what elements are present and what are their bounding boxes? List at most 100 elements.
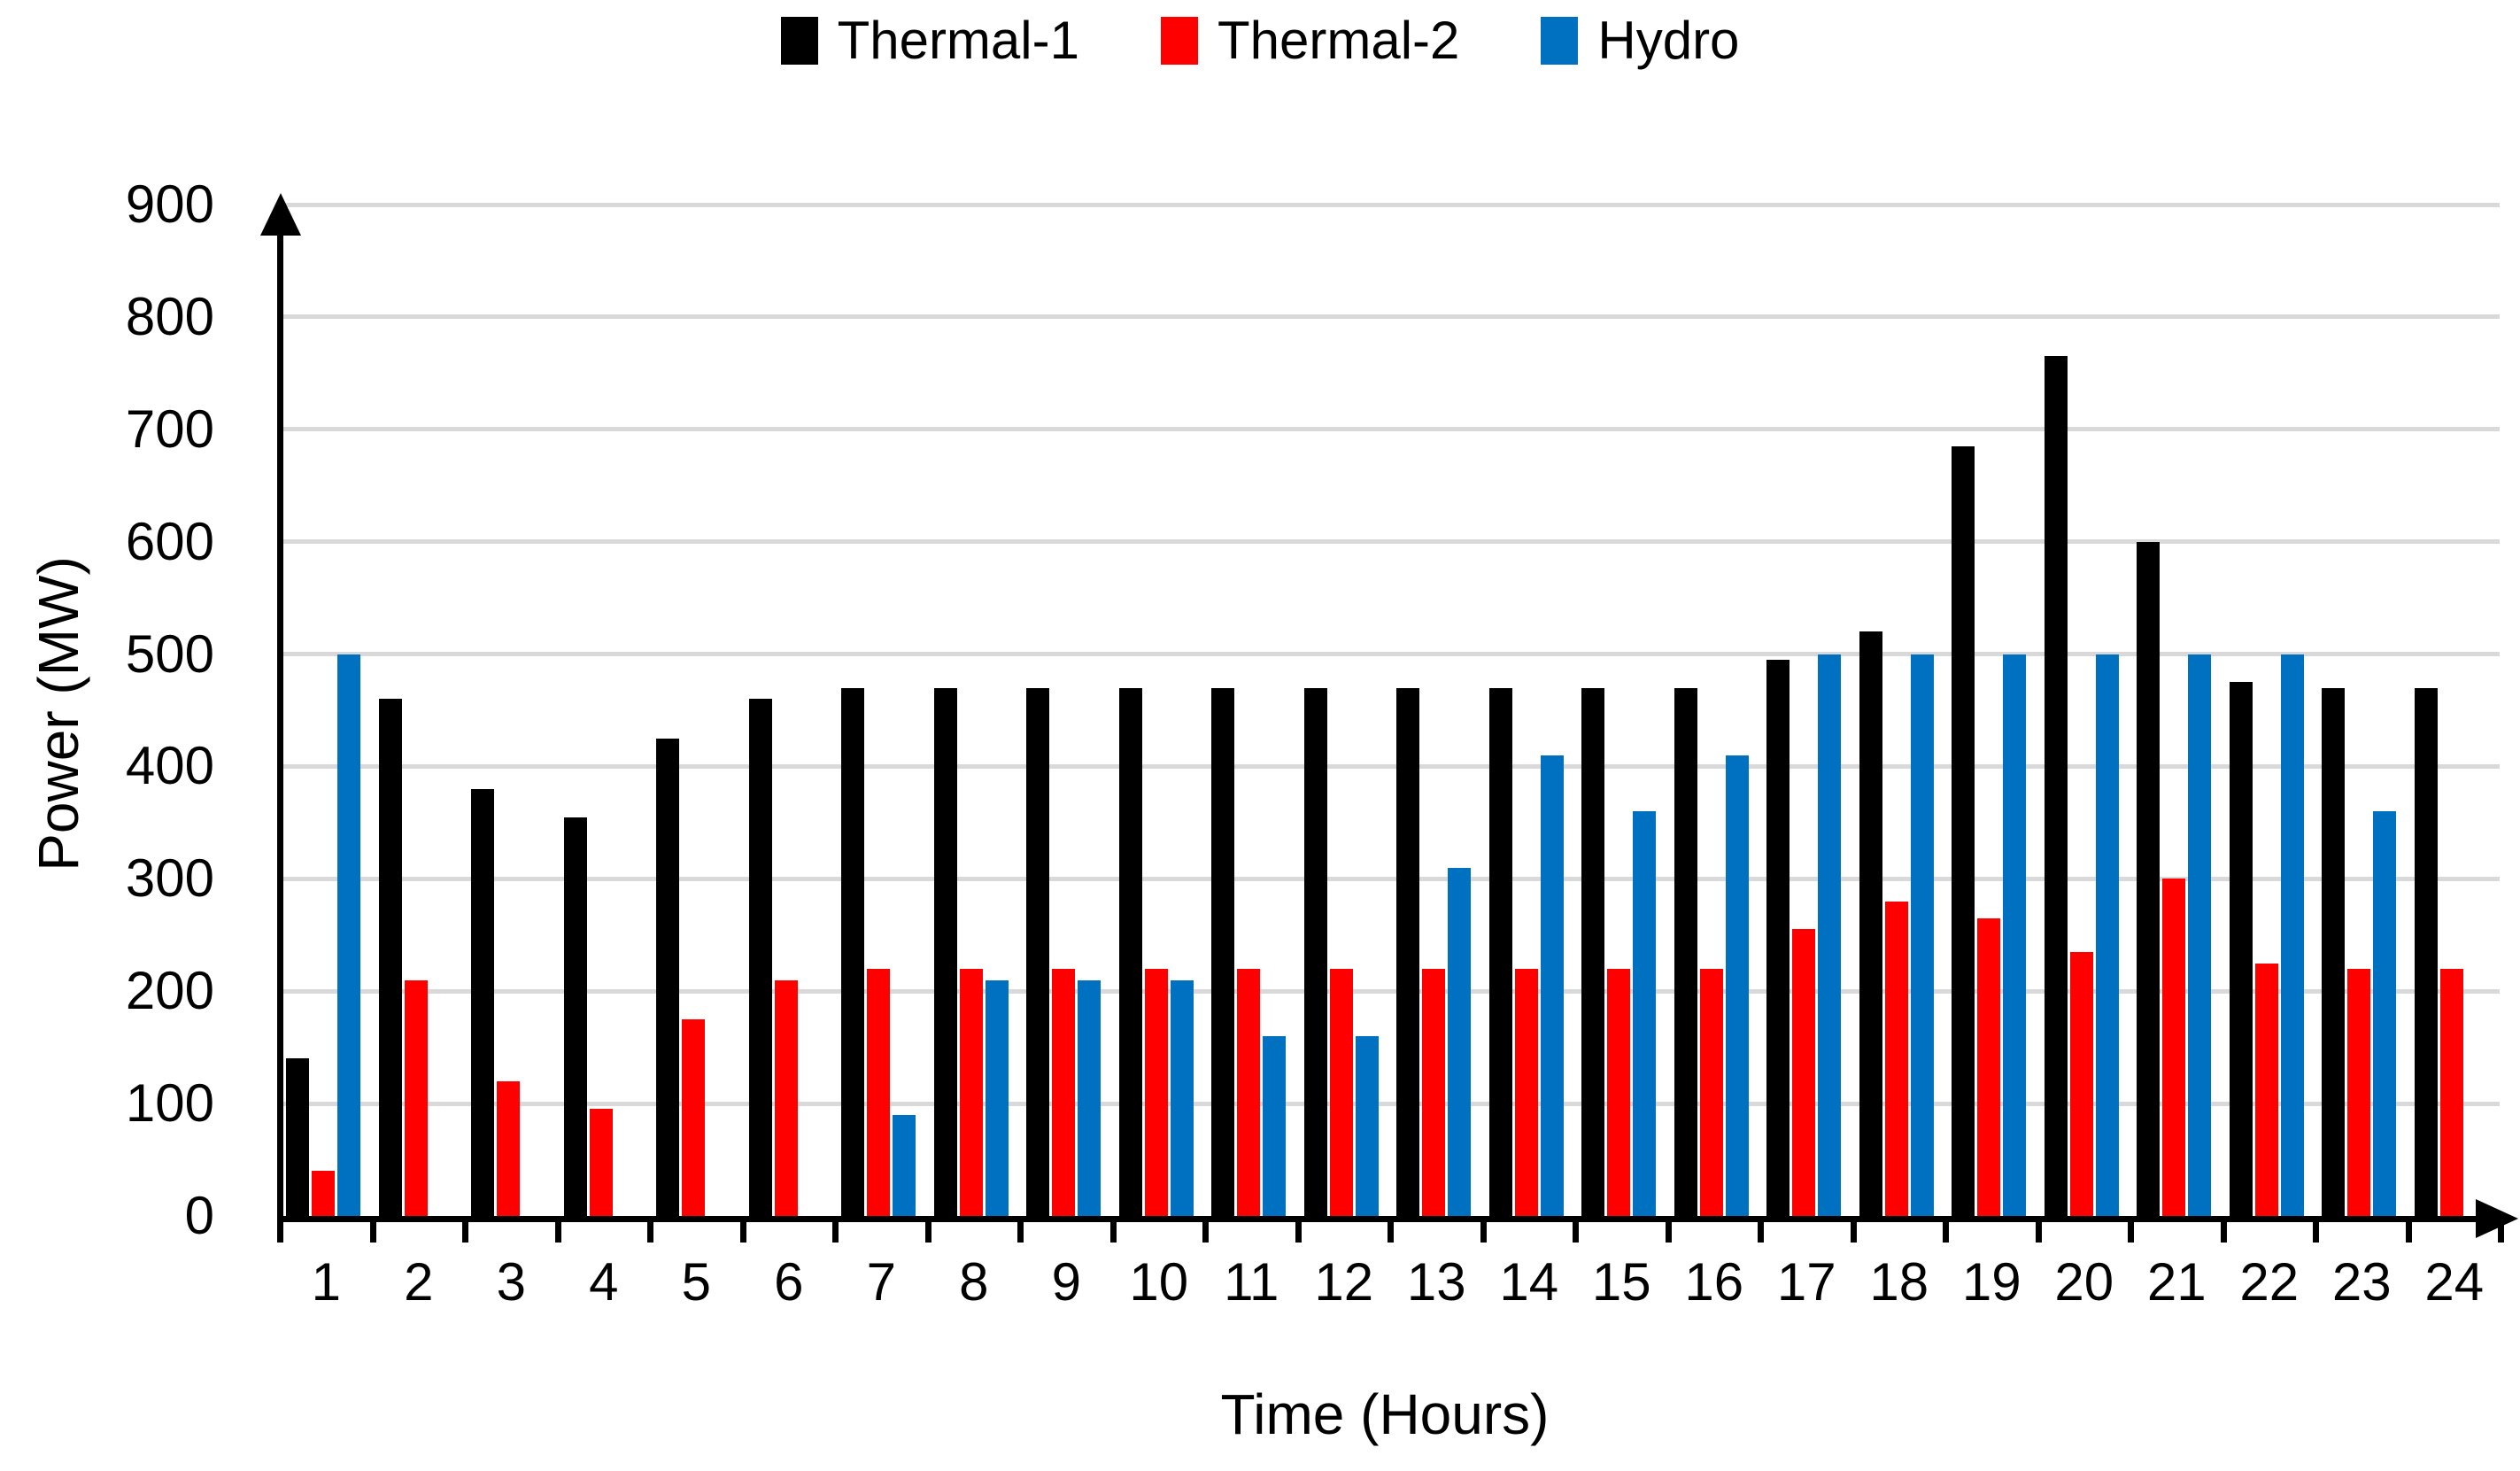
y-tick-label: 900: [125, 174, 214, 234]
bar-thermal-2-hour-21: [2162, 879, 2186, 1216]
gridline: [283, 876, 2500, 881]
bar-hydro-hour-20: [2095, 654, 2119, 1216]
x-tick-label: 18: [1869, 1252, 1929, 1312]
bar-hydro-hour-1: [337, 654, 361, 1216]
bar-hydro-hour-15: [1633, 811, 1657, 1216]
x-tick-label: 23: [2331, 1252, 2392, 1312]
bar-hydro-hour-7: [893, 1114, 916, 1216]
y-tick-label: 800: [125, 286, 214, 346]
bar-hydro-hour-12: [1355, 1035, 1379, 1216]
x-axis-tick: [1109, 1216, 1117, 1243]
x-tick-label: 9: [1051, 1252, 1081, 1312]
thermal-2-swatch-icon: [1160, 17, 1198, 65]
y-axis-line: [277, 217, 283, 1222]
gridline: [283, 763, 2500, 769]
bar-thermal-1-hour-1: [286, 1058, 310, 1216]
bar-thermal-1-hour-18: [1859, 631, 1882, 1216]
bar-thermal-1-hour-7: [841, 687, 865, 1216]
y-tick-label: 0: [184, 1186, 214, 1245]
legend-label: Hydro: [1597, 11, 1740, 70]
gridline: [283, 427, 2500, 432]
bar-hydro-hour-19: [2003, 654, 2027, 1216]
x-tick-label: 14: [1499, 1252, 1559, 1312]
x-axis-tick: [647, 1216, 653, 1243]
x-tick-label: 24: [2424, 1252, 2485, 1312]
x-axis-tick: [2405, 1216, 2412, 1243]
y-tick-label: 300: [125, 848, 214, 909]
thermal-1-swatch-icon: [780, 17, 818, 65]
bar-thermal-1-hour-19: [1952, 445, 1975, 1216]
bar-thermal-2-hour-7: [867, 968, 891, 1216]
bar-thermal-2-hour-12: [1329, 968, 1353, 1216]
bar-thermal-1-hour-5: [656, 738, 680, 1216]
bar-thermal-2-hour-2: [404, 979, 428, 1216]
bar-thermal-2-hour-17: [1792, 929, 1816, 1216]
x-tick-label: 21: [2146, 1252, 2207, 1312]
bar-hydro-hour-11: [1263, 1035, 1287, 1216]
bar-thermal-2-hour-18: [1884, 901, 1908, 1216]
bar-thermal-1-hour-20: [2044, 356, 2068, 1216]
bar-hydro-hour-8: [985, 979, 1009, 1216]
bar-thermal-1-hour-16: [1674, 687, 1697, 1216]
chart-legend: Thermal-1 Thermal-2 Hydro: [0, 14, 2520, 67]
bar-thermal-1-hour-9: [1026, 687, 1050, 1216]
x-axis-tick: [1943, 1216, 1949, 1243]
x-axis-tick: [1388, 1216, 1394, 1243]
x-axis-tick: [924, 1216, 931, 1243]
bar-thermal-2-hour-22: [2254, 963, 2278, 1216]
bar-thermal-1-hour-14: [1488, 687, 1512, 1216]
bar-thermal-2-hour-15: [1607, 968, 1631, 1216]
bar-hydro-hour-18: [1910, 654, 1934, 1216]
x-axis-tick: [554, 1216, 561, 1243]
gridline: [283, 539, 2500, 545]
x-tick-label: 20: [2054, 1252, 2114, 1312]
bar-thermal-2-hour-8: [959, 968, 983, 1216]
bar-hydro-hour-21: [2188, 654, 2212, 1216]
y-tick-label: 100: [125, 1073, 214, 1134]
legend-label: Thermal-1: [837, 11, 1079, 70]
x-axis-tick: [832, 1216, 839, 1243]
x-tick-label: 6: [774, 1252, 804, 1312]
x-axis-tick: [1758, 1216, 1764, 1243]
bar-thermal-2-hour-19: [1977, 917, 2001, 1216]
x-axis-line: [277, 1216, 2486, 1222]
x-axis-arrow-icon: [2476, 1199, 2518, 1238]
x-tick-label: 10: [1129, 1252, 1189, 1312]
bar-thermal-1-hour-10: [1118, 687, 1142, 1216]
bar-hydro-hour-22: [2280, 654, 2304, 1216]
bar-thermal-1-hour-11: [1211, 687, 1235, 1216]
bar-thermal-2-hour-20: [2069, 951, 2093, 1216]
x-tick-label: 22: [2239, 1252, 2300, 1312]
bar-thermal-2-hour-5: [682, 1018, 706, 1216]
x-axis-tick: [1480, 1216, 1487, 1243]
x-tick-label: 5: [681, 1252, 711, 1312]
y-tick-label: 700: [125, 399, 214, 459]
bar-thermal-1-hour-23: [2322, 687, 2346, 1216]
bar-thermal-1-hour-24: [2414, 687, 2438, 1216]
bar-thermal-1-hour-6: [748, 699, 772, 1216]
bar-thermal-1-hour-22: [2229, 682, 2253, 1216]
y-tick-label: 400: [125, 736, 214, 796]
x-axis-tick: [1850, 1216, 1857, 1243]
x-tick-label: 13: [1406, 1252, 1466, 1312]
bar-thermal-2-hour-9: [1052, 968, 1076, 1216]
bar-thermal-1-hour-4: [563, 817, 587, 1216]
x-axis-tick: [1202, 1216, 1209, 1243]
bar-hydro-hour-9: [1078, 979, 1102, 1216]
x-axis-tick: [739, 1216, 746, 1243]
x-tick-label: 17: [1776, 1252, 1836, 1312]
x-tick-label: 15: [1591, 1252, 1651, 1312]
y-tick-label: 200: [125, 961, 214, 1021]
bar-thermal-1-hour-2: [378, 699, 402, 1216]
gridline: [283, 652, 2500, 657]
legend-item-thermal-2: Thermal-2: [1160, 14, 1459, 67]
bar-thermal-1-hour-12: [1303, 687, 1327, 1216]
x-tick-label: 2: [404, 1252, 434, 1312]
x-axis-tick: [2313, 1216, 2319, 1243]
bar-thermal-2-hour-3: [497, 1080, 521, 1216]
bar-hydro-hour-23: [2373, 811, 2397, 1216]
bar-thermal-1-hour-17: [1766, 659, 1790, 1216]
bar-thermal-2-hour-4: [589, 1109, 613, 1216]
x-tick-label: 12: [1314, 1252, 1374, 1312]
